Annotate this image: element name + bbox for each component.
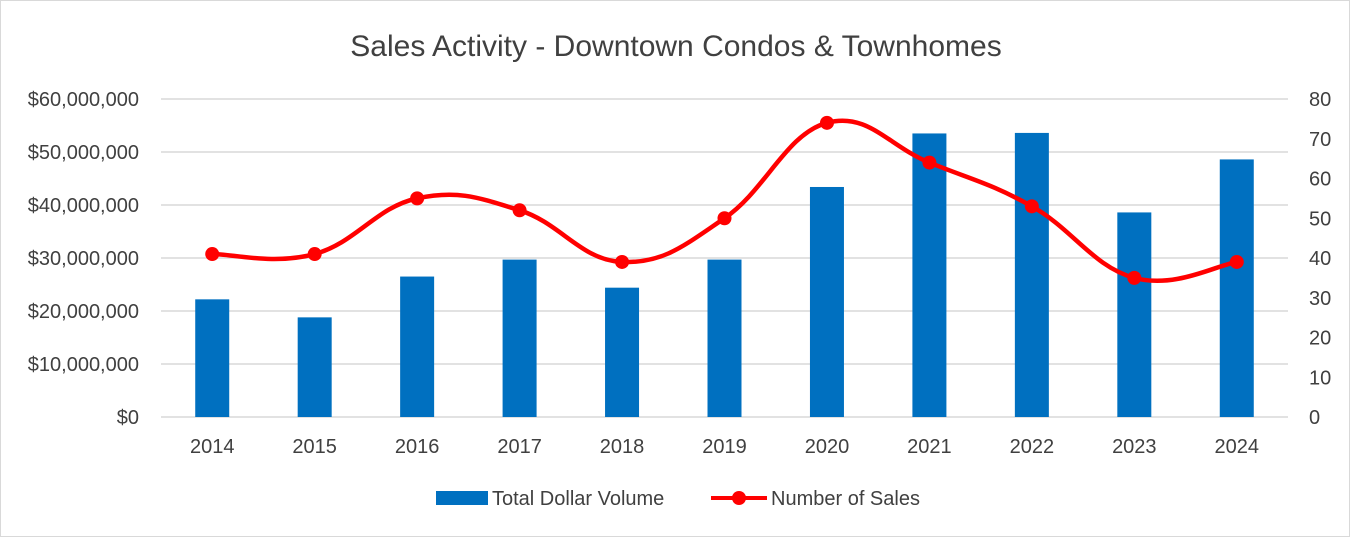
x-tick-label: 2016 [395, 436, 440, 458]
bar-series [195, 132, 1254, 418]
right-tick-label: 30 [1309, 288, 1331, 310]
x-tick-label: 2022 [1010, 436, 1055, 458]
legend-bar-label: Total Dollar Volume [492, 488, 664, 510]
right-axis: 0 10 20 30 40 50 60 70 80 [1309, 89, 1331, 429]
bar [605, 287, 640, 417]
legend-line-label: Number of Sales [771, 488, 920, 510]
right-tick-label: 40 [1309, 248, 1331, 270]
legend: Total Dollar Volume Number of Sales [436, 488, 920, 510]
left-tick-label: $0 [117, 407, 139, 429]
bar [912, 133, 947, 417]
left-tick-label: $50,000,000 [28, 142, 139, 164]
line-point [615, 254, 630, 269]
bar [297, 317, 332, 417]
x-tick-label: 2024 [1215, 436, 1260, 458]
line-point [205, 247, 220, 262]
line-point [512, 203, 527, 218]
bar [1014, 132, 1049, 418]
line-point [1229, 254, 1244, 269]
x-tick-label: 2015 [292, 436, 337, 458]
chart-title: Sales Activity - Downtown Condos & Townh… [350, 30, 1001, 63]
bar [809, 186, 844, 417]
bar [502, 259, 537, 417]
line-point [307, 247, 322, 262]
left-tick-label: $40,000,000 [28, 195, 139, 217]
bar [707, 259, 742, 417]
right-tick-label: 0 [1309, 407, 1320, 429]
right-tick-label: 50 [1309, 208, 1331, 230]
x-tick-label: 2020 [805, 436, 850, 458]
right-tick-label: 20 [1309, 328, 1331, 350]
line-point [410, 191, 425, 206]
x-axis: 2014 2015 2016 2017 2018 2019 2020 2021 2022 2023… [190, 436, 1259, 458]
legend-bar-swatch [436, 491, 488, 505]
right-tick-label: 10 [1309, 367, 1331, 389]
left-tick-label: $20,000,000 [28, 301, 139, 323]
bar [400, 276, 435, 417]
x-tick-label: 2018 [600, 436, 645, 458]
right-tick-label: 80 [1309, 89, 1331, 111]
bar [195, 299, 230, 417]
line-point [1024, 199, 1039, 214]
line-point [819, 115, 834, 130]
right-tick-label: 60 [1309, 169, 1331, 191]
x-tick-label: 2019 [702, 436, 747, 458]
bar [1117, 212, 1152, 417]
bar [1219, 159, 1254, 418]
left-axis: $0 $10,000,000 $20,000,000 $30,000,000 $40,0… [28, 89, 139, 429]
right-tick-label: 70 [1309, 129, 1331, 151]
line-point [1127, 270, 1142, 285]
legend-line-marker [732, 491, 746, 505]
sales-line [209, 118, 1240, 284]
x-tick-label: 2023 [1112, 436, 1157, 458]
left-tick-label: $30,000,000 [28, 248, 139, 270]
left-tick-label: $10,000,000 [28, 354, 139, 376]
line-series [205, 115, 1244, 285]
x-tick-label: 2017 [497, 436, 542, 458]
left-tick-label: $60,000,000 [28, 89, 139, 111]
line-point [717, 211, 732, 226]
x-tick-label: 2021 [907, 436, 952, 458]
x-tick-label: 2014 [190, 436, 235, 458]
line-point [922, 155, 937, 170]
